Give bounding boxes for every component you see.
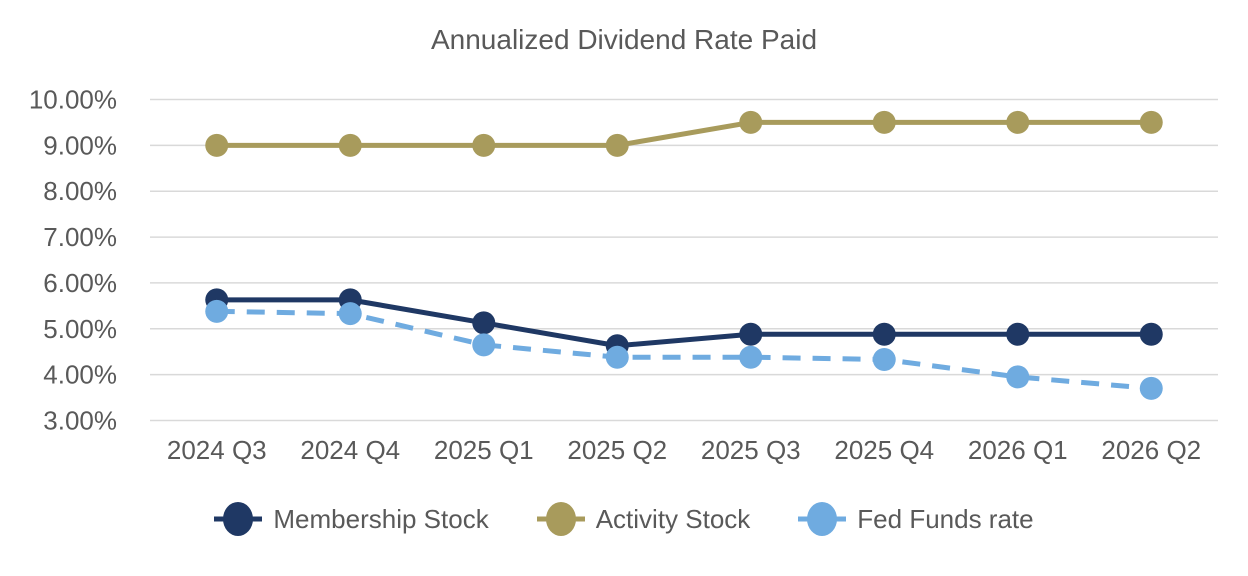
legend-item-membership-stock: Membership Stock (214, 499, 489, 539)
legend-label: Activity Stock (595, 503, 751, 534)
y-tick-label: 4.00% (43, 360, 117, 390)
x-tick-label: 2025 Q4 (834, 435, 934, 465)
legend-item-fed-funds-rate: Fed Funds rate (798, 499, 1034, 539)
data-point-activity-stock (739, 110, 763, 134)
series-line-membership-stock (216, 297, 1152, 349)
data-point-fed-funds-rate (205, 299, 229, 323)
data-point-activity-stock (1006, 110, 1030, 134)
data-point-membership-stock (1006, 322, 1030, 346)
y-tick-label: 8.00% (43, 176, 117, 206)
data-point-activity-stock (872, 110, 896, 134)
x-tick-label: 2026 Q1 (968, 435, 1068, 465)
data-point-activity-stock (205, 133, 229, 157)
x-tick-label: 2024 Q4 (300, 435, 400, 465)
data-point-membership-stock (472, 311, 496, 335)
legend-marker-membership-stock-icon (214, 502, 263, 536)
data-point-fed-funds-rate (739, 345, 763, 369)
y-tick-label: 5.00% (43, 314, 117, 344)
legend-label: Membership Stock (273, 503, 489, 534)
legend-marker-activity-stock-icon (536, 502, 585, 536)
data-point-membership-stock (872, 322, 896, 346)
series-line-fed-funds-rate (216, 308, 1152, 391)
data-point-fed-funds-rate (605, 345, 629, 369)
legend-label: Fed Funds rate (857, 503, 1034, 534)
data-point-fed-funds-rate (338, 302, 362, 326)
data-point-activity-stock (472, 133, 496, 157)
data-point-activity-stock (338, 133, 362, 157)
data-point-fed-funds-rate (1139, 376, 1163, 400)
x-tick-label: 2024 Q3 (167, 435, 267, 465)
data-point-fed-funds-rate (472, 333, 496, 357)
y-tick-label: 10.00% (29, 85, 117, 115)
y-tick-label: 9.00% (43, 130, 117, 160)
x-tick-label: 2026 Q2 (1101, 435, 1201, 465)
y-tick-label: 6.00% (43, 268, 117, 298)
chart-title: Annualized Dividend Rate Paid (430, 24, 818, 55)
legend-marker-fed-funds-rate-icon (798, 502, 847, 536)
x-tick-label: 2025 Q1 (434, 435, 534, 465)
data-point-fed-funds-rate (1006, 365, 1030, 389)
y-tick-label: 7.00% (43, 222, 117, 252)
data-point-fed-funds-rate (872, 348, 896, 372)
data-point-membership-stock (1139, 322, 1163, 346)
series-line-activity-stock (216, 119, 1152, 148)
legend-item-activity-stock: Activity Stock (536, 499, 751, 539)
data-point-activity-stock (605, 133, 629, 157)
y-tick-label: 3.00% (43, 406, 117, 436)
data-point-activity-stock (1139, 110, 1163, 134)
data-point-membership-stock (739, 322, 763, 346)
chart-legend: Membership Stock Activity Stock Fed Fund… (0, 499, 1248, 539)
x-tick-label: 2025 Q2 (567, 435, 667, 465)
x-tick-label: 2025 Q3 (701, 435, 801, 465)
